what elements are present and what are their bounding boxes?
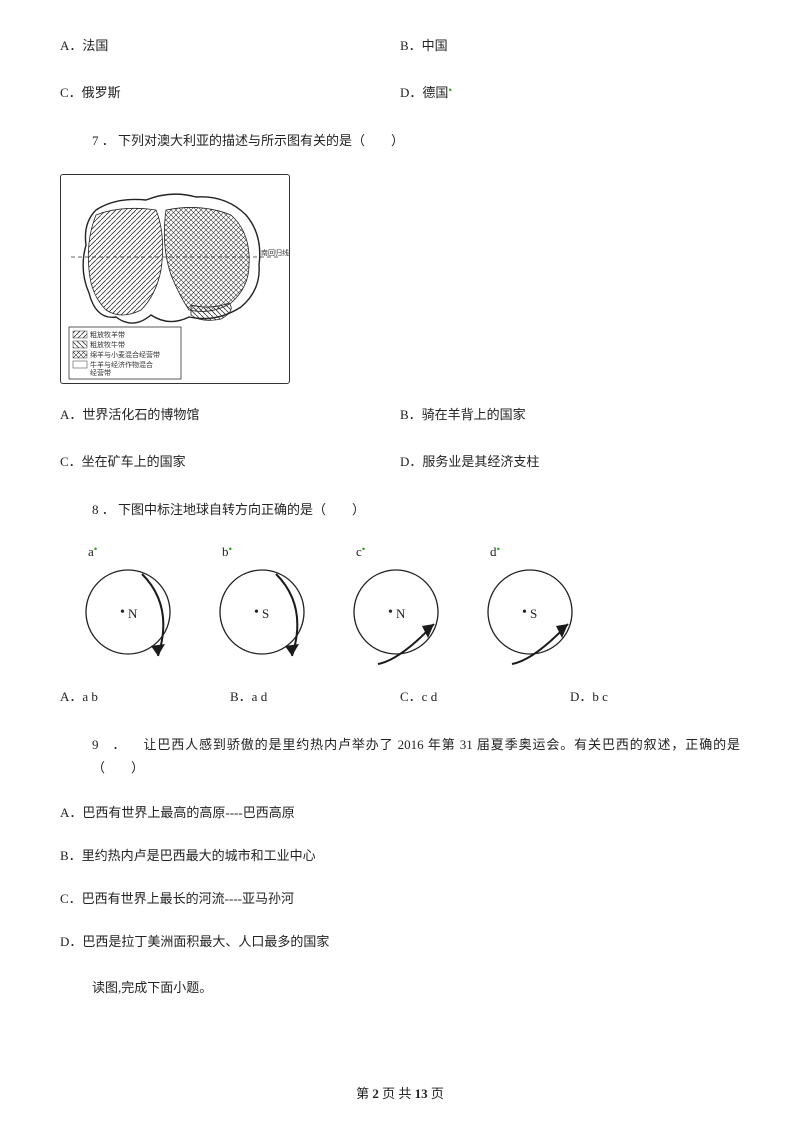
q9-body: 让巴西人感到骄傲的是里约热内卢举办了 2016 年第 31 届夏季奥运会。有关巴… (92, 737, 740, 775)
globe-b-center: S (262, 606, 269, 621)
legend-l3: 绵羊与小麦混合经营带 (90, 350, 160, 359)
q6-option-d-text: D．德国 (400, 85, 448, 100)
globe-c-center: N (396, 606, 406, 621)
q8-option-b: B．a d (230, 686, 400, 705)
svg-text:•: • (120, 605, 125, 620)
q7-number: 7 ． (92, 133, 115, 148)
q7-text: 7 ． 下列对澳大利亚的描述与所示图有关的是（ ） (60, 129, 740, 152)
map-tropic-label: 南回归线 (261, 248, 289, 257)
footer-page: 2 (372, 1086, 379, 1101)
globe-a: a● • N (80, 544, 176, 660)
q9-option-a: A．巴西有世界上最高的高原----巴西高原 (60, 802, 740, 821)
q7-options-row1: A．世界活化石的博物馆 B．骑在羊背上的国家 (60, 404, 740, 423)
q7-option-a: A．世界活化石的博物馆 (60, 404, 400, 423)
svg-text:•: • (388, 605, 393, 620)
footer-total: 13 (415, 1086, 428, 1101)
q8-options: A．a b B．a d C．c d D．b c (60, 686, 740, 705)
q6-options-row2: C．俄罗斯 D．德国● (60, 82, 740, 101)
closing-instruction: 读图,完成下面小题。 (60, 976, 740, 999)
legend-l4: 牛羊与经济作物混合 (90, 360, 153, 369)
q8-option-a: A．a b (60, 686, 230, 705)
globe-b: b● • S (214, 544, 310, 660)
q6-option-b: B．中国 (400, 35, 740, 54)
globe-d-label: d● (490, 544, 500, 560)
svg-text:•: • (254, 605, 259, 620)
q6-options-row1: A．法国 B．中国 (60, 35, 740, 54)
q9-text: 9 ． 让巴西人感到骄傲的是里约热内卢举办了 2016 年第 31 届夏季奥运会… (60, 733, 740, 780)
globe-c: c● • N (348, 544, 444, 660)
accent-dot-icon: ● (448, 88, 452, 94)
accent-dot-icon: ● (362, 546, 366, 552)
q8-text: 8 ． 下图中标注地球自转方向正确的是（ ） (60, 498, 740, 521)
accent-dot-icon: ● (497, 546, 501, 552)
globe-row: a● • N b● • S c● (80, 544, 740, 660)
q6-option-c: C．俄罗斯 (60, 82, 400, 101)
footer-b: 页 共 (382, 1086, 415, 1101)
q8-number: 8 ． (92, 502, 115, 517)
legend-l1: 粗放牧羊带 (90, 330, 125, 339)
footer-a: 第 (356, 1086, 372, 1101)
legend-l5: 经营带 (90, 368, 111, 377)
page-footer: 第 2 页 共 13 页 (0, 1083, 800, 1102)
globe-c-label: c● (356, 544, 365, 560)
q8-body: 下图中标注地球自转方向正确的是（ ） (118, 502, 365, 517)
footer-c: 页 (431, 1086, 444, 1101)
legend-l2: 粗放牧牛带 (90, 340, 125, 349)
q7-body: 下列对澳大利亚的描述与所示图有关的是（ ） (118, 133, 404, 148)
accent-dot-icon: ● (94, 546, 98, 552)
q9-option-c: C．巴西有世界上最长的河流----亚马孙河 (60, 888, 740, 907)
svg-text:•: • (522, 605, 527, 620)
globe-d: d● • S (482, 544, 578, 660)
globe-d-center: S (530, 606, 537, 621)
accent-dot-icon: ● (229, 546, 233, 552)
q8-option-c: C．c d (400, 686, 570, 705)
q7-option-c: C．坐在矿车上的国家 (60, 451, 400, 470)
q7-options-row2: C．坐在矿车上的国家 D．服务业是其经济支柱 (60, 451, 740, 470)
q6-option-d: D．德国● (400, 82, 740, 101)
globe-a-label: a● (88, 544, 97, 560)
q6-option-a: A．法国 (60, 35, 400, 54)
q7-option-d: D．服务业是其经济支柱 (400, 451, 740, 470)
australia-map-figure: 南回归线 粗放牧羊带 粗放牧牛带 绵羊与小麦混合经营带 牛羊与经济作物混合 经营… (60, 174, 290, 384)
q8-option-d: D．b c (570, 686, 740, 705)
q7-option-b: B．骑在羊背上的国家 (400, 404, 740, 423)
q9-number: 9 ． (92, 737, 139, 752)
q9-options: A．巴西有世界上最高的高原----巴西高原 B．里约热内卢是巴西最大的城市和工业… (60, 802, 740, 950)
q9-option-d: D．巴西是拉丁美洲面积最大、人口最多的国家 (60, 931, 740, 950)
globe-b-label: b● (222, 544, 232, 560)
q9-option-b: B．里约热内卢是巴西最大的城市和工业中心 (60, 845, 740, 864)
globe-a-center: N (128, 606, 138, 621)
